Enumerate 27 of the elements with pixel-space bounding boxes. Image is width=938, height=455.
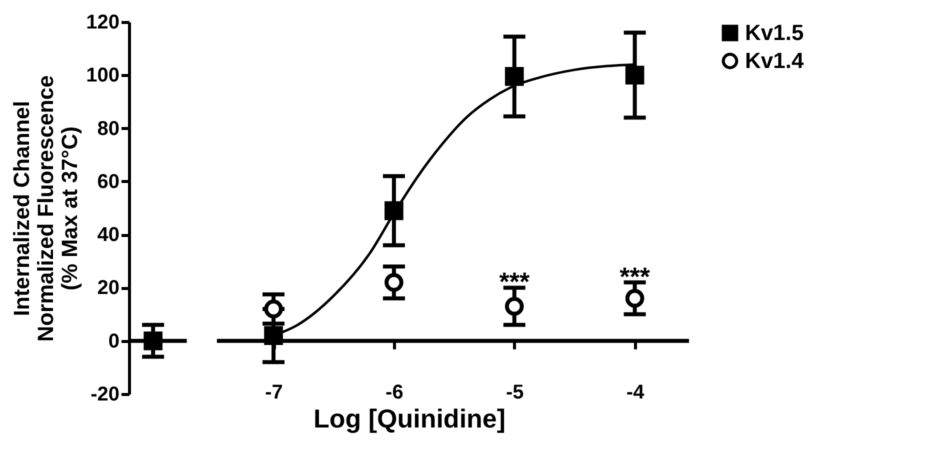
x-tick-label: -5 [506, 382, 524, 404]
y-tick-label: 80 [97, 118, 120, 140]
x-tick-label: -4 [626, 382, 646, 404]
legend-label: Kv1.5 [745, 20, 804, 45]
point [625, 288, 644, 308]
x-axis-title: Log [Quinidine] [313, 404, 506, 434]
legend-label: Kv1.4 [745, 48, 804, 73]
point [384, 201, 404, 220]
y-axis-title: Internalized Channel Normalized Fluorescence (% Max at 37°C) [9, 75, 82, 342]
x-tick-label: -6 [386, 382, 404, 404]
y-tick-label: 20 [97, 277, 120, 300]
y-tick-label: 0 [108, 330, 120, 352]
annotation: *** [620, 261, 651, 292]
point [504, 296, 524, 316]
point [264, 326, 283, 345]
y-tick-label: 100 [86, 64, 120, 87]
y-tick-label: 120 [86, 12, 120, 34]
point [504, 67, 524, 86]
y-tick-label: 40 [97, 224, 120, 246]
point [384, 273, 404, 292]
point [625, 66, 644, 85]
point [264, 300, 283, 318]
point [144, 331, 162, 350]
y-tick-label: -20 [90, 384, 120, 406]
annotation: *** [499, 266, 530, 297]
y-tick-label: 60 [97, 170, 120, 193]
x-tick-label: -7 [265, 382, 283, 404]
